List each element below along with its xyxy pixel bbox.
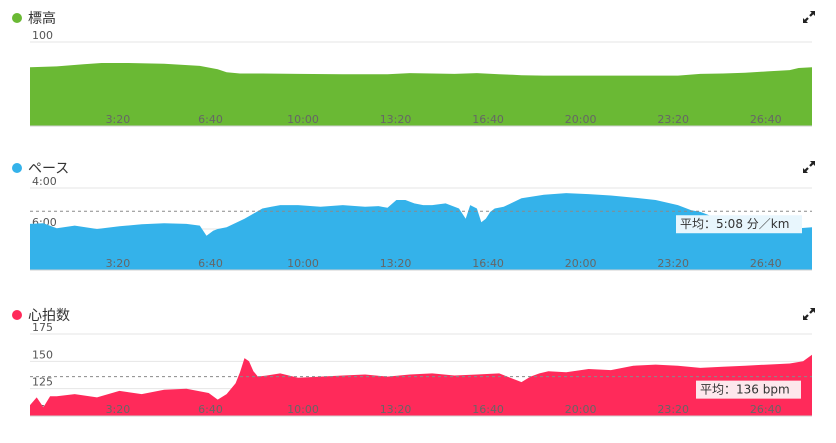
x-tick-label: 3:20 (106, 113, 131, 126)
heart-panel: 心拍数 (0, 305, 836, 433)
expand-arrows-icon[interactable] (802, 307, 816, 321)
x-tick-label: 13:20 (380, 257, 412, 270)
x-tick-label: 20:00 (565, 257, 597, 270)
x-tick-label: 10:00 (287, 403, 319, 416)
x-tick-label: 20:00 (565, 113, 597, 126)
pace-header: ペース (12, 158, 69, 178)
pace-chart: 4:006:008:003:206:4010:0013:2016:4020:00… (30, 175, 812, 271)
x-tick-label: 23:20 (657, 403, 689, 416)
elevation-chart: 1000-1003:206:4010:0013:2016:4020:0023:2… (30, 29, 812, 127)
x-tick-label: 26:40 (750, 403, 782, 416)
elevation-panel: 標高 (0, 8, 836, 136)
heart-title: 心拍数 (28, 308, 70, 324)
series-area (30, 354, 812, 416)
heart-header: 心拍数 (12, 305, 70, 325)
x-tick-label: 6:40 (198, 113, 223, 126)
pace-title: ペース (28, 161, 70, 177)
x-tick-label: 16:40 (472, 257, 504, 270)
average-label: 平均：5:08 分／km (680, 217, 789, 231)
average-label: 平均：136 bpm (700, 383, 790, 397)
x-tick-label: 3:20 (106, 257, 131, 270)
x-tick-label: 13:20 (380, 113, 412, 126)
average-label-bg (676, 215, 802, 234)
x-tick-label: 3:20 (106, 403, 131, 416)
x-tick-label: 26:40 (750, 113, 782, 126)
y-tick-label: 100 (32, 29, 53, 42)
x-tick-label: 23:20 (657, 257, 689, 270)
x-tick-label: 23:20 (657, 113, 689, 126)
x-tick-label: 6:40 (198, 403, 223, 416)
average-label-bg (696, 380, 801, 399)
pace-legend-dot (12, 163, 22, 173)
expand-arrows-icon[interactable] (802, 160, 816, 174)
y-tick-label: 175 (32, 321, 53, 334)
x-tick-label: 26:40 (750, 257, 782, 270)
elevation-legend-dot (12, 13, 22, 23)
heart-legend-dot (12, 310, 22, 320)
series-area (30, 193, 812, 270)
elevation-header: 標高 (12, 8, 56, 28)
x-tick-label: 10:00 (287, 257, 319, 270)
x-tick-label: 20:00 (565, 403, 597, 416)
expand-arrows-icon[interactable] (802, 10, 816, 24)
elevation-title: 標高 (28, 11, 56, 27)
y-tick-label: 125 (32, 376, 53, 389)
series-area (30, 63, 812, 126)
x-tick-label: 10:00 (287, 113, 319, 126)
x-tick-label: 16:40 (472, 403, 504, 416)
x-tick-label: 16:40 (472, 113, 504, 126)
x-tick-label: 6:40 (198, 257, 223, 270)
y-tick-label: 4:00 (32, 175, 57, 188)
y-tick-label: 150 (32, 348, 53, 361)
heart-chart: 1751501251003:206:4010:0013:2016:4020:00… (30, 321, 812, 417)
x-tick-label: 13:20 (380, 403, 412, 416)
pace-panel: ペース (0, 158, 836, 286)
